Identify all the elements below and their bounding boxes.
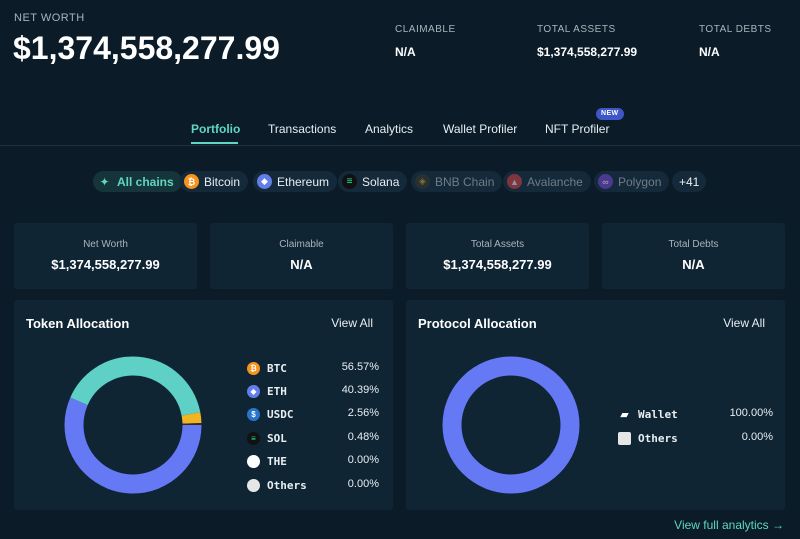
polygon-icon: ∞	[598, 174, 613, 189]
protocol-view-all-link[interactable]: View All	[723, 316, 765, 330]
chain-filter-label: Bitcoin	[204, 174, 241, 189]
donut-slice-wallet[interactable]	[442, 356, 580, 494]
panel-title: Token Allocation	[26, 316, 130, 331]
token-allocation-panel: Token Allocation View All ₿ BTC 56.57% ◆…	[14, 300, 393, 510]
chain-filter-label: +41	[679, 174, 700, 189]
tab-transactions[interactable]: Transactions	[268, 122, 337, 136]
chain-filter-all-chains[interactable]: ✦ All chains	[93, 171, 182, 192]
total-assets-value: $1,374,558,277.99	[537, 45, 638, 59]
total-debts-value: N/A	[699, 45, 720, 59]
others-icon	[618, 431, 631, 445]
chain-filter-bnb-chain[interactable]: ◈ BNB Chain	[411, 171, 503, 192]
legend-pct: 100.00%	[729, 407, 773, 419]
panel-title: Protocol Allocation	[418, 316, 537, 331]
chain-filter-bitcoin[interactable]: ₿ Bitcoin	[180, 171, 249, 192]
stat-card-claimable: Claimable N/A	[210, 223, 393, 289]
tab-analytics[interactable]: Analytics	[365, 122, 414, 136]
usdc-icon: $	[247, 407, 260, 421]
token-view-all-link[interactable]: View All	[331, 316, 373, 330]
bitcoin-icon: ₿	[184, 174, 199, 189]
active-tab-indicator	[191, 142, 238, 144]
legend-item-eth: ◆ ETH	[247, 384, 287, 398]
ethereum-icon: ◆	[247, 384, 260, 398]
protocol-allocation-donut	[442, 356, 580, 494]
legend-item-sol: ≡ SOL	[247, 431, 287, 445]
new-badge: NEW	[596, 108, 624, 120]
net-worth-label: NET WORTH	[14, 12, 85, 24]
total-debts-label: TOTAL DEBTS	[699, 24, 772, 35]
chain-filter-label: Polygon	[618, 174, 662, 189]
legend-pct: 40.39%	[341, 384, 379, 396]
stat-card-total-assets: Total Assets $1,374,558,277.99	[406, 223, 589, 289]
chain-filter-avalanche[interactable]: ▲ Avalanche	[503, 171, 591, 192]
chain-filter-polygon[interactable]: ∞ Polygon	[594, 171, 670, 192]
all-chains-icon: ✦	[99, 174, 110, 189]
legend-pct: 0.00%	[347, 454, 379, 466]
bitcoin-icon: ₿	[247, 361, 260, 375]
chain-filter-solana[interactable]: ≡ Solana	[338, 171, 408, 192]
legend-item-wallet: ▰ Wallet	[618, 407, 677, 421]
net-worth-value: $1,374,558,277.99	[13, 30, 280, 66]
chain-filter-more[interactable]: +41	[672, 171, 707, 192]
legend-pct: 56.57%	[341, 361, 379, 373]
stat-value: N/A	[290, 257, 313, 272]
legend-pct: 0.00%	[741, 431, 773, 443]
legend-item-btc: ₿ BTC	[247, 361, 287, 375]
chain-filter-label: All chains	[117, 174, 174, 189]
legend-item-usdc: $ USDC	[247, 407, 294, 421]
legend-item-others: Others	[247, 478, 307, 492]
solana-icon: ≡	[342, 174, 357, 189]
tabs-divider	[0, 145, 800, 146]
avalanche-icon: ▲	[507, 174, 522, 189]
view-full-analytics-link[interactable]: View full analytics →	[674, 518, 784, 532]
tab-portfolio[interactable]: Portfolio	[191, 122, 241, 136]
ethereum-icon: ◆	[257, 174, 272, 189]
chain-filter-label: Avalanche	[527, 174, 583, 189]
stat-value: $1,374,558,277.99	[443, 257, 552, 272]
the-token-icon	[247, 454, 260, 468]
total-assets-label: TOTAL ASSETS	[537, 24, 616, 35]
bnb-chain-icon: ◈	[415, 174, 430, 189]
wallet-icon: ▰	[620, 408, 629, 421]
chain-filter-label: Solana	[362, 174, 400, 189]
donut-slice-eth[interactable]	[64, 356, 202, 494]
legend-pct: 2.56%	[347, 407, 379, 419]
protocol-allocation-panel: Protocol Allocation View All ▰ Wallet 10…	[406, 300, 785, 510]
stat-value: N/A	[682, 257, 705, 272]
chain-filter-label: Ethereum	[277, 174, 330, 189]
legend-pct: 0.00%	[347, 478, 379, 490]
legend-item-the: THE	[247, 454, 287, 468]
token-allocation-donut	[64, 356, 202, 494]
claimable-value: N/A	[395, 45, 416, 59]
stat-card-total-debts: Total Debts N/A	[602, 223, 785, 289]
chain-filter-label: BNB Chain	[435, 174, 495, 189]
tab-nft-profiler[interactable]: NFT Profiler	[545, 122, 610, 136]
stat-label: Net Worth	[83, 239, 128, 250]
donut-slice-sol[interactable]	[64, 356, 202, 494]
stat-label: Claimable	[279, 239, 324, 250]
chain-filter-ethereum[interactable]: ◆ Ethereum	[253, 171, 338, 192]
legend-item-others: Others	[618, 431, 678, 445]
solana-icon: ≡	[247, 431, 260, 445]
stat-card-net-worth: Net Worth $1,374,558,277.99	[14, 223, 197, 289]
stat-label: Total Debts	[668, 239, 719, 250]
stat-label: Total Assets	[470, 239, 525, 250]
tab-wallet-profiler[interactable]: Wallet Profiler	[443, 122, 518, 136]
stat-value: $1,374,558,277.99	[51, 257, 160, 272]
others-icon	[247, 478, 260, 492]
claimable-label: CLAIMABLE	[395, 24, 456, 35]
main-tabs: Portfolio Transactions Analytics Wallet …	[0, 122, 800, 146]
legend-pct: 0.48%	[347, 431, 379, 443]
